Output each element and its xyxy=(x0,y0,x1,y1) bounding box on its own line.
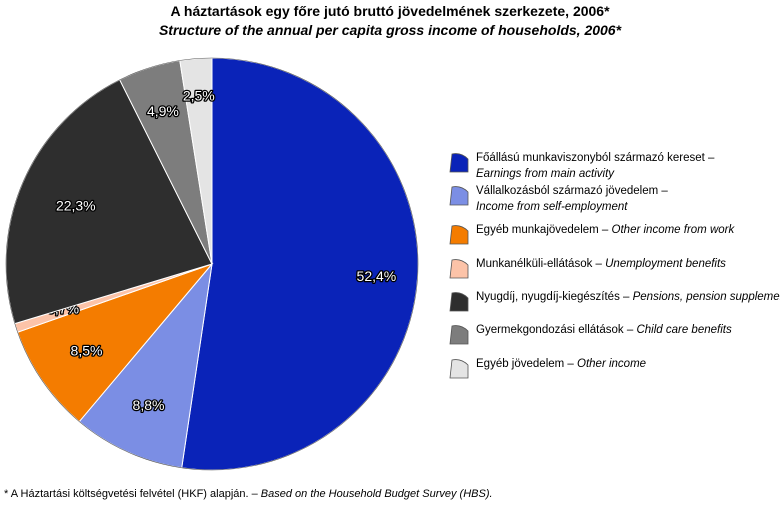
legend-label: Munkanélküli-ellátások – Unemployment be… xyxy=(476,256,726,272)
legend-label-en: Other income from work xyxy=(611,224,735,236)
legend-swatch-icon xyxy=(449,292,469,312)
slice-label: 8,5% xyxy=(71,343,103,359)
slice-label: 4,9% xyxy=(147,103,179,119)
footnote-en: Based on the Household Budget Survey (HB… xyxy=(260,488,493,500)
legend-item: Gyermekgondozási ellátások – Child care … xyxy=(448,322,732,345)
legend-swatch-icon xyxy=(449,186,469,206)
legend-label: Gyermekgondozási ellátások – Child care … xyxy=(476,322,732,338)
legend-label-en: Other income xyxy=(577,358,647,370)
legend-label-hu: Gyermekgondozási ellátások – xyxy=(476,324,637,336)
chart-subtitle: Structure of the annual per capita gross… xyxy=(158,22,622,38)
legend-swatch-icon xyxy=(449,325,469,345)
chart-title-block: A háztartások egy főre jutó bruttó jöved… xyxy=(0,2,780,40)
footnote-hu: * A Háztartási költségvetési felvétel (H… xyxy=(4,488,261,500)
legend-swatch-icon xyxy=(449,153,469,173)
legend-label-hu: Nyugdíj, nyugdíj-kiegészítés – xyxy=(476,291,633,303)
slice-label: 22,3% xyxy=(56,197,96,213)
pie-outline xyxy=(5,57,419,471)
legend-label-hu: Vállalkozásból származó jövedelem – xyxy=(476,185,668,197)
legend-label-hu: Főállású munkaviszonyból származó kerese… xyxy=(476,152,715,164)
legend-item: Egyéb jövedelem – Other income xyxy=(448,356,646,379)
legend-item: Munkanélküli-ellátások – Unemployment be… xyxy=(448,256,726,279)
legend-item: Nyugdíj, nyugdíj-kiegészítés – Pensions,… xyxy=(448,289,780,312)
legend-label-en: Earnings from main activity xyxy=(476,168,615,180)
legend-swatch-icon xyxy=(449,259,469,279)
pie-slice xyxy=(181,57,419,471)
footnote: * A Háztartási költségvetési felvétel (H… xyxy=(4,488,493,500)
slice-label: 8,8% xyxy=(133,397,165,413)
legend-label: Főállású munkaviszonyból származó kerese… xyxy=(476,150,714,182)
legend-item: Egyéb munkajövedelem – Other income from… xyxy=(448,222,734,245)
slice-label: 52,4% xyxy=(357,268,397,284)
legend-swatch-icon xyxy=(449,225,469,245)
legend-label-hu: Egyéb jövedelem – xyxy=(476,358,578,370)
legend-label: Nyugdíj, nyugdíj-kiegészítés – Pensions,… xyxy=(476,289,780,305)
legend-label-en: Child care benefits xyxy=(636,324,732,336)
legend-item: Főállású munkaviszonyból származó kerese… xyxy=(448,150,714,182)
legend-label: Egyéb munkajövedelem – Other income from… xyxy=(476,222,734,238)
chart-title: A háztartások egy főre jutó bruttó jöved… xyxy=(170,3,610,19)
legend-label-hu: Egyéb munkajövedelem – xyxy=(476,224,612,236)
legend-label: Vállalkozásból származó jövedelem – Incom… xyxy=(476,183,668,215)
legend-label: Egyéb jövedelem – Other income xyxy=(476,356,646,372)
legend-label-hu: Munkanélküli-ellátások – xyxy=(476,258,606,270)
legend-label-en: Pensions, pension supplements xyxy=(632,291,780,303)
legend-item: Vállalkozásból származó jövedelem – Incom… xyxy=(448,183,668,215)
legend-label-en: Unemployment benefits xyxy=(605,258,726,270)
slice-label: 2,5% xyxy=(183,88,215,104)
legend-swatch-icon xyxy=(449,359,469,379)
legend-label-en: Income from self-employment xyxy=(476,201,628,213)
